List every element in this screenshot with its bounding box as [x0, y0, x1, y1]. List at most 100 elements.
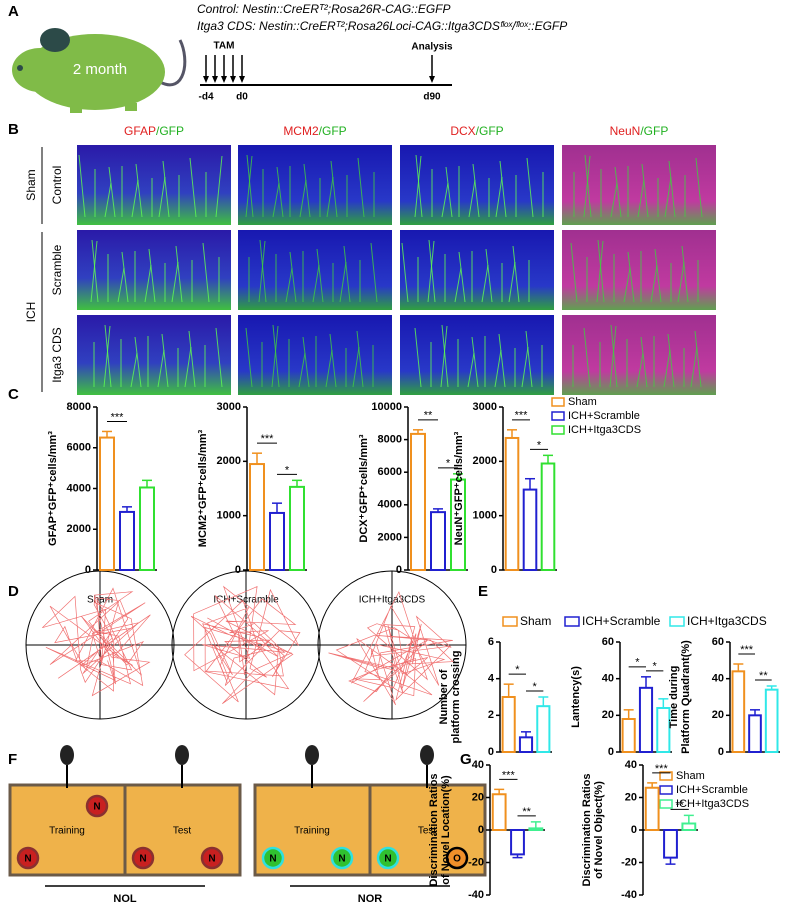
- process: [521, 346, 529, 388]
- process: [481, 264, 489, 303]
- process: [468, 179, 476, 218]
- process: [508, 261, 516, 303]
- process: [158, 176, 166, 218]
- tam-label: TAM: [214, 41, 235, 52]
- y-tick-label: 0: [235, 564, 241, 576]
- panel-letter: D: [8, 583, 19, 600]
- y-axis-label: GFAP⁺GFP⁺cells/mm³: [47, 431, 59, 546]
- legend-swatch: [659, 799, 673, 809]
- age-label: 2 month: [73, 61, 127, 78]
- legend-swatch: [551, 425, 565, 435]
- process: [144, 264, 152, 303]
- legend-label: ICH+Itga3CDS: [568, 424, 641, 436]
- process: [663, 349, 671, 388]
- bar: [119, 510, 135, 571]
- micrograph: [400, 315, 554, 395]
- process: [623, 267, 631, 303]
- y-tick-label: 0: [478, 824, 484, 836]
- process: [636, 352, 644, 388]
- process: [352, 346, 360, 388]
- object: [200, 846, 224, 870]
- object-label: O: [453, 854, 461, 865]
- column-header: GFAP/GFP: [124, 124, 184, 138]
- day-label: d0: [236, 92, 248, 103]
- process: [668, 160, 676, 218]
- y-tick-label: 20: [602, 709, 614, 721]
- legend-swatch: [502, 616, 518, 627]
- micrograph: [562, 315, 716, 395]
- process: [78, 154, 86, 218]
- column-header: MCM2/GFP: [283, 124, 346, 138]
- marker-name: GFAP: [124, 124, 156, 138]
- mouse-icon: [305, 745, 319, 765]
- object: [131, 846, 155, 870]
- y-tick-label: 2000: [67, 523, 91, 535]
- y-tick-label: 4: [488, 673, 495, 685]
- process: [494, 349, 502, 388]
- y-axis-label: platform crossing: [450, 651, 462, 744]
- bar: [289, 485, 305, 571]
- process: [130, 352, 138, 388]
- panel-letter: G: [460, 751, 472, 768]
- micrograph: [238, 230, 392, 310]
- y-tick-label: 20: [472, 791, 484, 803]
- bar: [249, 463, 265, 571]
- legend-label: Sham: [676, 770, 705, 782]
- object-label: N: [24, 854, 31, 865]
- y-axis-label: Discrimination Ratios: [581, 773, 593, 886]
- legend-label: ICH+Itga3CDS: [687, 614, 767, 628]
- process: [258, 240, 266, 303]
- process: [694, 330, 702, 388]
- y-axis-label: NeuN⁺GFP⁺cells/mm³: [453, 431, 465, 545]
- y-tick-label: -20: [621, 856, 637, 868]
- process: [681, 245, 689, 303]
- process: [215, 155, 223, 218]
- process: [627, 251, 635, 303]
- y-tick-label: 0: [488, 746, 494, 758]
- gfp-name: /GFP: [640, 124, 668, 138]
- object: [376, 846, 400, 870]
- y-tick-label: 2000: [473, 455, 497, 467]
- process: [343, 245, 351, 303]
- legend-label: Sham: [568, 396, 597, 408]
- process: [641, 163, 649, 218]
- arrow-head: [239, 76, 245, 83]
- panel-letter: F: [8, 751, 17, 768]
- process: [610, 324, 618, 388]
- process: [91, 239, 99, 303]
- process: [188, 330, 196, 388]
- group-label: NOR: [358, 893, 383, 905]
- process: [202, 242, 210, 303]
- process: [441, 324, 449, 388]
- process: [677, 261, 685, 303]
- process: [356, 330, 364, 388]
- legend-label: Sham: [520, 614, 551, 628]
- bar: [731, 670, 746, 753]
- gfp-name: /GFP: [156, 124, 184, 138]
- process: [610, 182, 618, 218]
- y-tick-label: -40: [621, 889, 637, 901]
- process: [246, 154, 254, 218]
- legend-swatch: [669, 616, 685, 627]
- process: [499, 160, 507, 218]
- micrograph: [400, 145, 554, 225]
- y-tick-label: 3000: [473, 401, 497, 413]
- y-axis-label: DCX⁺GFP⁺cells/mm³: [358, 434, 370, 543]
- y-tick-label: 0: [608, 746, 614, 758]
- swim-track: [184, 585, 301, 704]
- panel-letter: B: [8, 121, 19, 138]
- arrow-head: [230, 76, 236, 83]
- process: [609, 325, 617, 388]
- process: [285, 267, 293, 303]
- significance: ***: [515, 410, 529, 422]
- arrow-head: [429, 76, 435, 83]
- micrograph: [238, 315, 392, 395]
- process: [401, 242, 409, 303]
- significance: **: [759, 670, 768, 682]
- y-tick-label: 6: [488, 636, 494, 648]
- row-label: Control: [50, 166, 64, 205]
- significance: *: [537, 439, 542, 451]
- process: [121, 251, 129, 303]
- object: [330, 846, 354, 870]
- arrow-head: [203, 76, 209, 83]
